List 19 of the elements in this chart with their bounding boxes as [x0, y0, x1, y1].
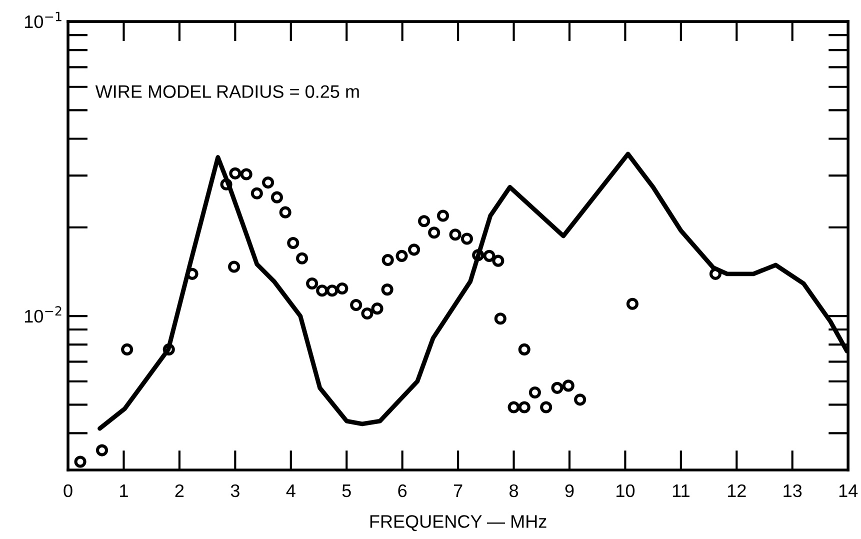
- x-tick-label: 14: [839, 484, 858, 497]
- x-tick-label: 1: [120, 484, 128, 497]
- x-tick-label: 4: [286, 484, 296, 497]
- x-tick-label: 11: [672, 484, 690, 497]
- x-tick-label: 8: [510, 484, 518, 498]
- x-tick-label: 6: [398, 484, 407, 498]
- annotation: WIRE MODEL RADIUS = 0.25 m: [95, 85, 359, 98]
- x-tick-label: 12: [728, 484, 746, 497]
- x-tick-label: 7: [454, 484, 462, 497]
- x-tick-label: 9: [565, 484, 574, 498]
- x-tick-label: 0: [64, 484, 72, 498]
- y-tick-label: 10$^{−1}$: [24, 12, 62, 28]
- x-tick-label: 3: [230, 484, 240, 498]
- y-tick-label: 10$^{−2}$: [24, 306, 62, 323]
- x-tick-label: 13: [784, 484, 802, 498]
- x-tick-label: 10: [616, 484, 635, 498]
- x-tick-label: 5: [342, 484, 351, 498]
- x-tick-label: 2: [175, 484, 184, 497]
- x-axis-title: FREQUENCY — MHz: [370, 515, 546, 532]
